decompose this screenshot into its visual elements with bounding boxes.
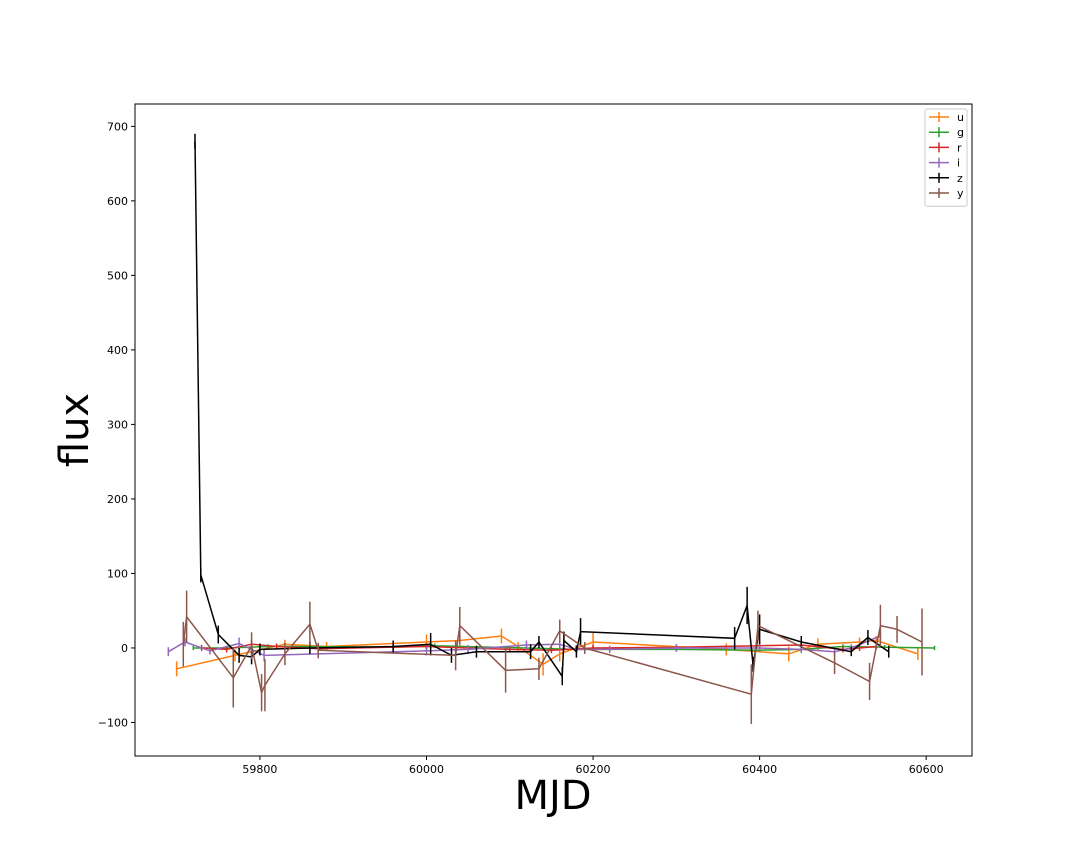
y-tick-label: −100 — [98, 716, 128, 729]
legend-label-g: g — [957, 126, 964, 139]
legend-label-u: u — [957, 111, 964, 124]
y-tick-label: 100 — [107, 567, 128, 580]
legend-label-z: z — [957, 172, 963, 185]
axes-layer: 59800 60000 60200 60400 60600 −100 0 100 200 300 4… — [98, 120, 944, 776]
y-tick-label: 500 — [107, 269, 128, 282]
plot-frame — [134, 103, 973, 757]
series-layer — [167, 133, 936, 724]
y-tick-label: 200 — [107, 493, 128, 506]
x-tick-label: 59800 — [242, 763, 277, 776]
x-axis-label: MJD — [514, 773, 591, 819]
legend-label-r: r — [957, 141, 962, 154]
legend-box — [924, 108, 968, 207]
y-tick-label: 600 — [107, 195, 128, 208]
legend-label-i: i — [957, 157, 960, 170]
y-tick-label: 700 — [107, 120, 128, 133]
x-tick-label: 60200 — [576, 763, 611, 776]
x-tick-label: 60000 — [409, 763, 444, 776]
y-axis-label: flux — [52, 393, 98, 467]
x-tick-label: 60600 — [909, 763, 944, 776]
series-y — [182, 590, 923, 724]
x-tick-label: 60400 — [742, 763, 777, 776]
legend-label-y: y — [957, 187, 964, 200]
y-tick-label: 400 — [107, 344, 128, 357]
series-line-y — [182, 614, 923, 696]
y-tick-label: 300 — [107, 418, 128, 431]
y-tick-label: 0 — [121, 642, 128, 655]
